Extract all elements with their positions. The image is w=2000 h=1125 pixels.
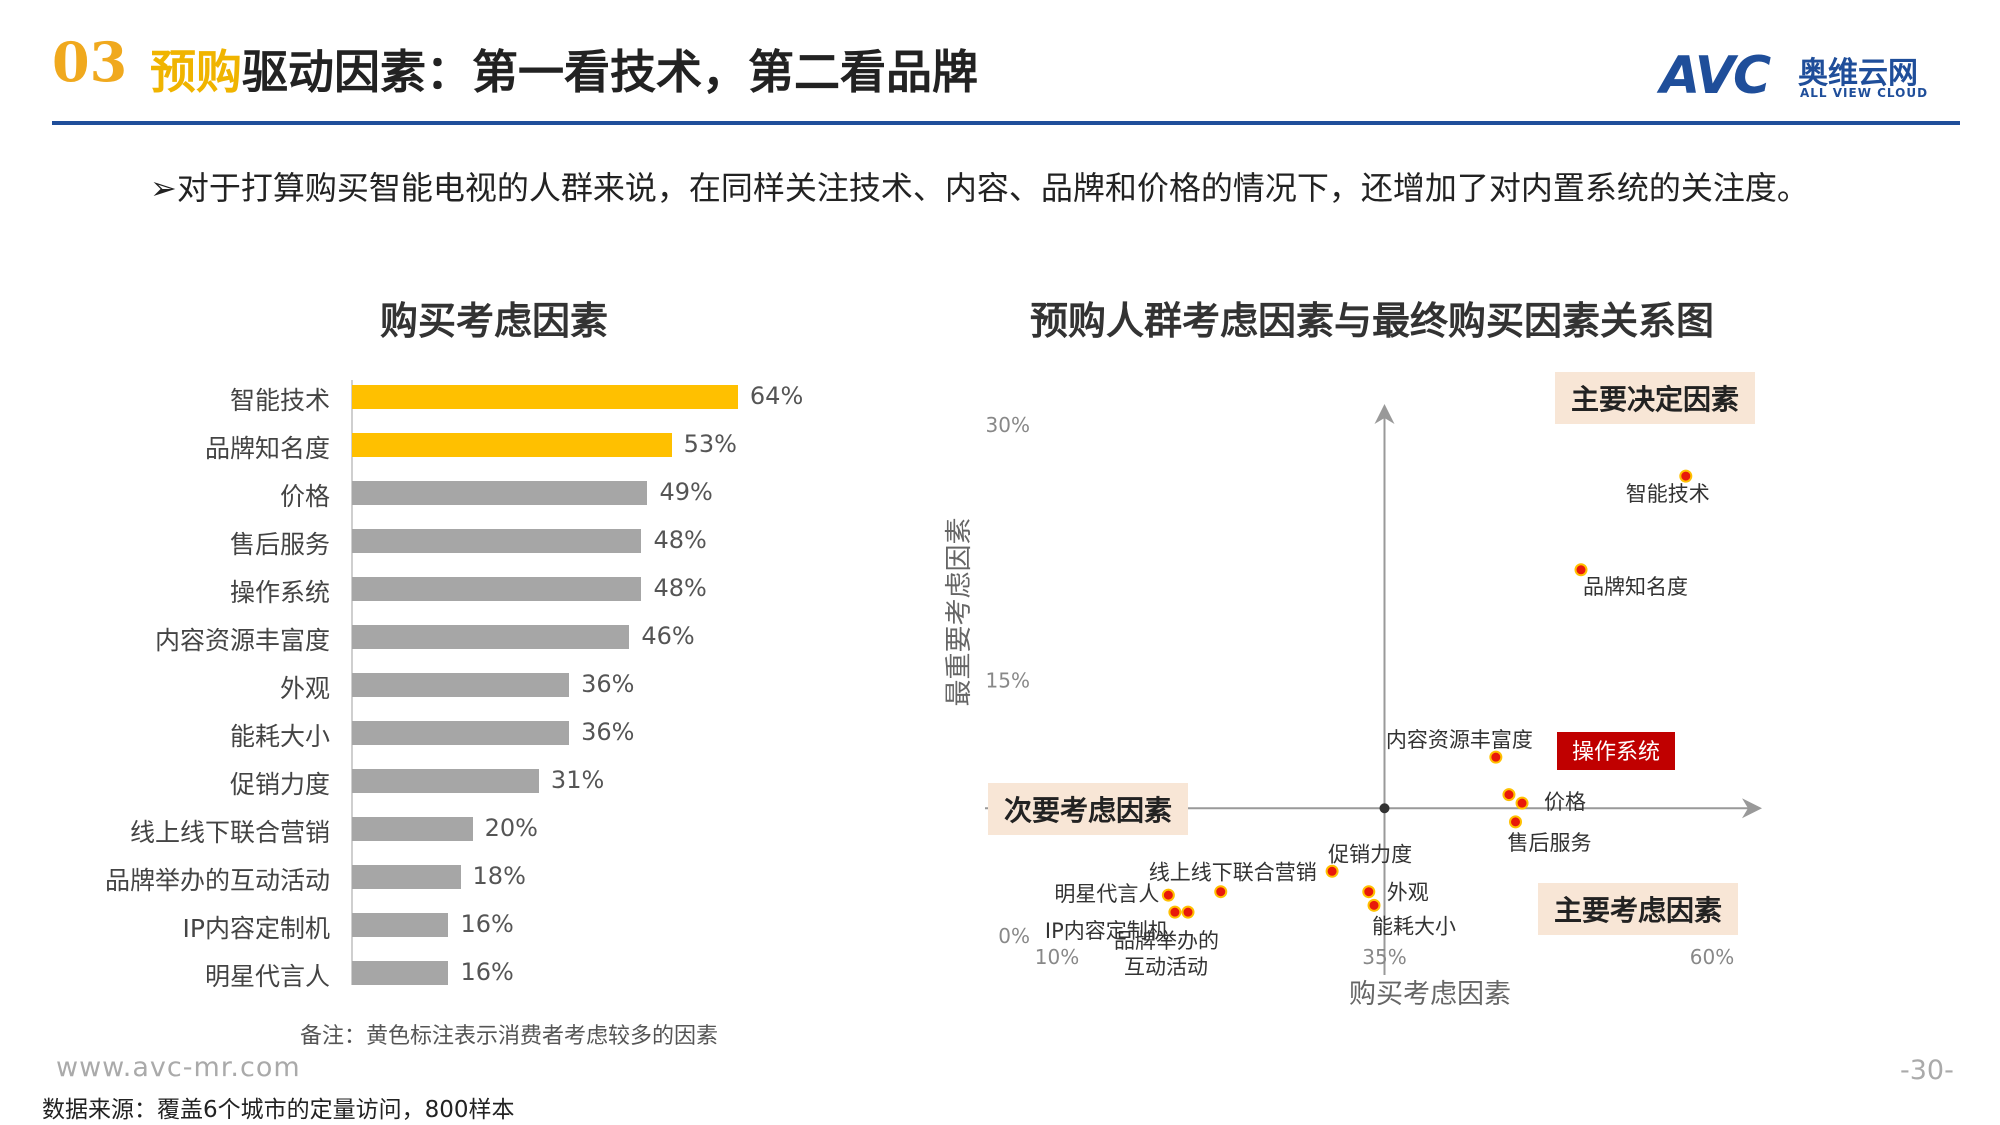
scatter-point xyxy=(1502,788,1516,802)
bar-chart-title: 购买考虑因素 xyxy=(380,299,609,343)
bar-label: 线上线下联合营销 xyxy=(129,818,330,847)
section-number: 03 xyxy=(52,30,128,94)
scatter-point-label: 售后服务 xyxy=(1508,831,1592,855)
bar-label: 外观 xyxy=(279,674,330,703)
scatter-point xyxy=(1574,563,1588,577)
bar-value-label: 49% xyxy=(659,478,713,506)
scatter-point xyxy=(1509,815,1522,829)
scatter-point-label: 内容资源丰富度 xyxy=(1386,728,1533,752)
scatter-point-label: 操作系统 xyxy=(1572,740,1660,765)
bar-value-label: 36% xyxy=(581,670,635,698)
bar-value-label: 46% xyxy=(641,622,695,650)
bar-label: 品牌举办的互动活动 xyxy=(104,866,330,895)
scatter-point xyxy=(1367,898,1381,912)
scatter-point-label: 线上线下联合营销 xyxy=(1149,861,1317,885)
page-subtitle: ➢对于打算购买智能电视的人群来说，在同样关注技术、内容、品牌和价格的情况下，还增… xyxy=(150,169,1809,207)
scatter-y-axis-title: 最重要考虑因素 xyxy=(944,518,975,707)
bar-value-label: 20% xyxy=(484,814,538,842)
bar-label: IP内容定制机 xyxy=(182,914,330,943)
bar-value-label: 48% xyxy=(653,526,707,554)
bar-label: 品牌知名度 xyxy=(204,434,330,463)
scatter-point-label: 互动活动 xyxy=(1124,955,1208,979)
bar xyxy=(352,721,570,745)
bar xyxy=(352,433,672,457)
scatter-x-axis-title: 购买考虑因素 xyxy=(1349,979,1511,1010)
chart-note: 备注：黄色标注表示消费者考虑较多的因素 xyxy=(300,1024,719,1049)
scatter-point-label: 品牌举办的 xyxy=(1114,929,1219,953)
bar xyxy=(352,385,738,409)
scatter-highlight-box xyxy=(1557,732,1675,770)
scatter-point xyxy=(1161,888,1175,902)
scatter-point-label: 外观 xyxy=(1387,881,1429,905)
bar-label: 价格 xyxy=(279,482,330,511)
bar xyxy=(352,961,449,985)
scatter-x-tick-label: 60% xyxy=(1690,945,1734,969)
bar-label: 智能技术 xyxy=(229,386,330,415)
bar-value-label: 36% xyxy=(581,718,635,746)
scatter-point-label: 明星代言人 xyxy=(1054,882,1159,906)
bar-label: 售后服务 xyxy=(229,530,330,559)
scatter-point xyxy=(1168,905,1182,919)
scatter-point xyxy=(1679,469,1693,483)
scatter-x-tick-label: 10% xyxy=(1035,945,1079,969)
scatter-point xyxy=(1214,885,1228,899)
bar-value-label: 53% xyxy=(683,430,737,458)
scatter-point-label: IP内容定制机 xyxy=(1045,919,1169,943)
page-number: -30- xyxy=(1900,1055,1954,1086)
header-divider xyxy=(52,121,1960,125)
bar-value-label: 18% xyxy=(472,862,526,890)
quadrant-label-major-decisive: 主要决定因素 xyxy=(1555,372,1756,424)
data-source: 数据来源：覆盖6个城市的定量访问，800样本 xyxy=(42,1097,515,1123)
scatter-point xyxy=(1325,864,1339,878)
bar xyxy=(352,769,539,793)
scatter-point xyxy=(1181,905,1195,919)
bar xyxy=(352,577,642,601)
bar-label: 能耗大小 xyxy=(229,722,330,751)
avc-logo: AVC 奥维云网 ALL VIEW CLOUD xyxy=(1660,46,1962,106)
scatter-point xyxy=(1515,796,1529,810)
bar-label: 促销力度 xyxy=(229,770,330,799)
bar-label: 操作系统 xyxy=(229,578,330,607)
scatter-point xyxy=(1489,750,1503,764)
bar xyxy=(352,865,461,889)
bar-value-label: 16% xyxy=(460,958,514,986)
bar xyxy=(352,913,449,937)
bar-value-label: 48% xyxy=(653,574,707,602)
bar xyxy=(352,673,570,697)
bar-value-label: 64% xyxy=(749,382,804,410)
page-title-rest: 驱动因素：第一看技术，第二看品牌 xyxy=(242,45,978,99)
scatter-point-label: 价格 xyxy=(1544,790,1586,814)
scatter-y-tick-label: 0% xyxy=(998,924,1030,948)
scatter-point-label: 品牌知名度 xyxy=(1583,575,1688,599)
scatter-y-tick-label: 30% xyxy=(986,413,1030,437)
logo-mark: AVC xyxy=(1660,46,1771,106)
scatter-x-tick-label: 35% xyxy=(1362,945,1406,969)
scatter-origin xyxy=(1379,803,1390,814)
bar-label: 明星代言人 xyxy=(204,962,330,991)
bar xyxy=(352,817,473,841)
quadrant-label-secondary: 次要考虑因素 xyxy=(988,783,1189,835)
quadrant-label-major: 主要考虑因素 xyxy=(1538,883,1739,935)
bar-label: 内容资源丰富度 xyxy=(154,626,330,655)
bar xyxy=(352,625,630,649)
bar xyxy=(352,529,642,553)
bar-value-label: 16% xyxy=(460,910,514,938)
page-title-highlight: 预购 xyxy=(150,45,242,99)
scatter-point xyxy=(1362,885,1376,899)
scatter-point-label: 智能技术 xyxy=(1626,482,1710,506)
scatter-point-label: 能耗大小 xyxy=(1372,914,1456,938)
scatter-chart-title: 预购人群考虑因素与最终购买因素关系图 xyxy=(1030,299,1715,343)
bar xyxy=(352,481,648,505)
logo-cn-text: 奥维云网 xyxy=(1798,56,1918,91)
scatter-point-label: 促销力度 xyxy=(1328,842,1412,866)
footer-url: www.avc-mr.com xyxy=(56,1052,301,1083)
bar-value-label: 31% xyxy=(550,766,605,794)
scatter-y-tick-label: 15% xyxy=(986,669,1030,693)
page-title: 预购驱动因素：第一看技术，第二看品牌 xyxy=(150,36,978,102)
logo-en-text: ALL VIEW CLOUD xyxy=(1800,86,1929,100)
